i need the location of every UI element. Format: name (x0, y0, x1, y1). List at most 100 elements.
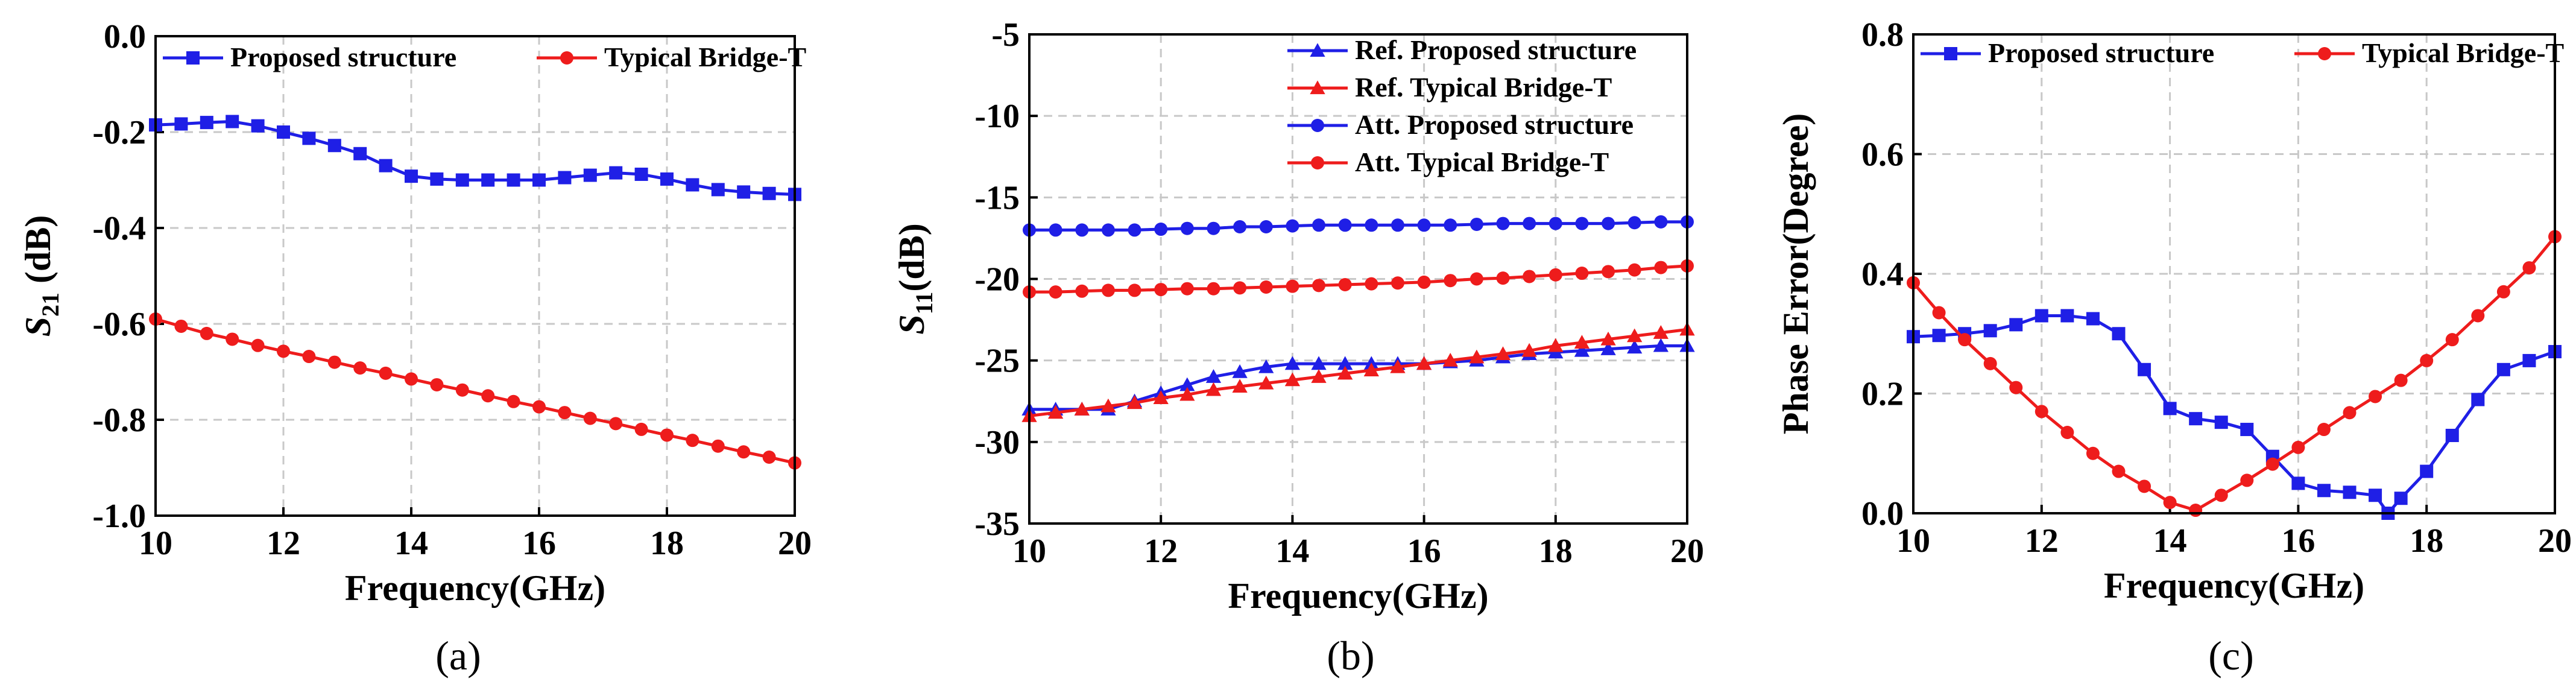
data-point (1470, 217, 1483, 231)
data-point (186, 51, 200, 65)
x-axis-label: Frequency(GHz) (345, 568, 605, 608)
data-point (2445, 428, 2459, 442)
series-proposed-structure (1907, 309, 2562, 520)
data-point (1310, 80, 1325, 95)
series-line (1912, 235, 2556, 512)
data-point (2445, 333, 2459, 347)
data-point (711, 439, 725, 453)
data-point (1496, 217, 1510, 230)
data-point (1416, 356, 1432, 370)
data-point (1286, 279, 1299, 293)
data-point (507, 173, 520, 187)
chart-panel-c: 10 12 14 16 18 20 0.0 0.2 0.4 0.6 0.8 Proposed stru… (1776, 16, 2572, 679)
data-point (507, 394, 520, 408)
series-proposed-structure (149, 115, 801, 201)
y-tick-label: -0.2 (92, 114, 146, 151)
series-att-proposed-structure (1023, 215, 1694, 237)
y-tick-label: 0.0 (104, 18, 146, 55)
data-point (1495, 346, 1511, 360)
chart-panel-a: 10 12 14 16 18 20 -1.0 -0.8 -0.6 -0.4 -0.2 0.0 Propo… (18, 18, 812, 679)
data-point (2343, 406, 2357, 420)
data-point (560, 51, 573, 65)
data-point (1049, 223, 1062, 237)
data-point (1338, 277, 1352, 291)
data-point (1310, 43, 1325, 57)
data-point (2291, 476, 2305, 490)
data-point (1365, 277, 1378, 291)
y-tick-label: -35 (974, 505, 1020, 543)
data-point (1470, 272, 1483, 286)
data-point (634, 167, 648, 181)
data-point (200, 326, 213, 340)
data-point (1101, 283, 1115, 297)
data-point (609, 417, 623, 431)
data-point (379, 159, 393, 172)
data-point (2265, 457, 2279, 471)
data-point (558, 171, 572, 185)
data-point (1391, 218, 1404, 232)
y-tick-label: -0.4 (92, 210, 146, 247)
data-point (1258, 375, 1274, 390)
data-point (609, 166, 623, 180)
data-point (1521, 343, 1537, 357)
legend-label: Ref. Typical Bridge-T (1355, 72, 1612, 103)
data-point (2060, 309, 2074, 323)
data-point (1180, 221, 1194, 235)
data-point (1047, 405, 1064, 419)
data-point (686, 434, 699, 448)
data-point (660, 172, 674, 186)
data-point (1232, 379, 1248, 393)
data-point (1444, 274, 1457, 288)
data-point (1627, 216, 1641, 230)
data-point (1932, 329, 1946, 343)
x-tick-label: 16 (522, 525, 556, 562)
series-line (1913, 314, 2555, 516)
data-point (1075, 284, 1089, 298)
data-point (1600, 331, 1616, 346)
data-point (1128, 283, 1141, 297)
data-point (1442, 353, 1458, 367)
data-point (558, 406, 572, 420)
data-point (200, 116, 213, 130)
data-point (1523, 217, 1536, 230)
data-point (2009, 318, 2023, 332)
data-point (2086, 446, 2100, 460)
data-point (1575, 267, 1589, 280)
data-point (2240, 473, 2254, 487)
series-line (1029, 327, 1688, 418)
data-point (2394, 373, 2408, 387)
x-tick-label: 12 (2025, 522, 2059, 560)
data-point (2214, 489, 2228, 502)
y-tick-label: -20 (974, 261, 1020, 299)
y-tick-label: -0.8 (92, 402, 146, 439)
x-tick-label: 20 (2538, 522, 2572, 560)
data-point (2138, 362, 2151, 376)
y-axis-label: Phase Error(Degree) (1776, 113, 1816, 435)
data-point (2369, 489, 2382, 502)
data-point (481, 389, 495, 403)
x-axis-label: Frequency(GHz) (1228, 576, 1488, 616)
data-point (379, 366, 393, 380)
series-att-typical-bridge-t (1023, 259, 1694, 299)
x-tick-label: 14 (394, 525, 428, 562)
legend-label: Typical Bridge-T (604, 42, 806, 72)
data-point (2214, 416, 2228, 429)
data-point (251, 119, 265, 133)
data-point (1205, 382, 1222, 396)
x-tick-label: 20 (1670, 533, 1704, 570)
series-line (1029, 264, 1688, 294)
data-point (1286, 219, 1299, 233)
data-point (405, 372, 418, 386)
data-point (1574, 343, 1590, 357)
data-point (1469, 349, 1485, 364)
y-tick-label: 0.6 (1861, 136, 1904, 174)
data-point (1284, 372, 1301, 387)
data-point (1233, 281, 1247, 295)
y-tick-label: 0.0 (1861, 495, 1904, 533)
legend-entry: Att. Proposed structure (1287, 109, 1634, 140)
data-point (2189, 412, 2203, 426)
legend-label: Att. Typical Bridge-T (1355, 147, 1609, 177)
data-point (1444, 218, 1457, 232)
legend-label: Proposed structure (230, 42, 456, 72)
data-point (302, 131, 316, 145)
